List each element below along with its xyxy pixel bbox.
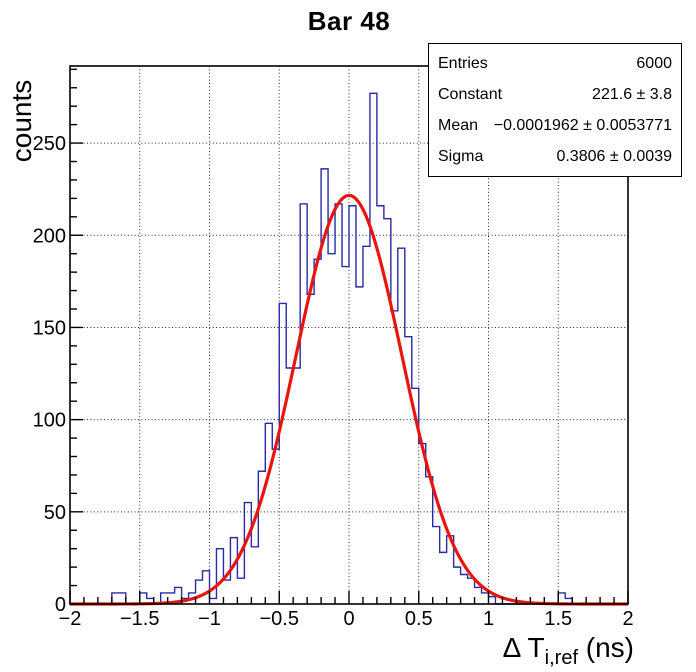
x-tick-label: 1.5 (544, 608, 572, 630)
x-tick-label: 1 (483, 608, 494, 630)
stats-value: 0.3806 ± 0.0039 (556, 148, 672, 165)
stats-value: 221.6 ± 3.8 (592, 86, 672, 103)
histogram-steps (70, 92, 628, 605)
stats-label: Entries (438, 55, 488, 72)
gaussian-fit-curve (69, 193, 629, 606)
x-tick-label: −2 (59, 608, 82, 630)
y-tick-label: 150 (33, 317, 66, 339)
x-tick-label: 0 (343, 608, 354, 630)
stats-value: 6000 (636, 55, 672, 72)
x-axis-title-prefix: Δ T (502, 632, 545, 663)
stats-row-mean: Mean −0.0001962 ± 0.0053771 (438, 111, 672, 141)
x-tick-label: −1 (198, 608, 221, 630)
stats-label: Mean (438, 117, 479, 134)
y-tick-label: 0 (55, 594, 66, 616)
stats-row-entries: Entries 6000 (438, 49, 672, 79)
x-axis-title-subscript: i,ref (544, 647, 578, 669)
x-tick-label: −0.5 (260, 608, 299, 630)
y-axis-title: counts (6, 21, 42, 221)
y-tick-label: 200 (33, 225, 66, 247)
plot-title: Bar 48 (307, 6, 391, 36)
y-tick-label: 50 (44, 502, 66, 524)
x-tick-label: 2 (622, 608, 633, 630)
x-tick-label: −1.5 (120, 608, 159, 630)
stats-row-sigma: Sigma 0.3806 ± 0.0039 (438, 142, 672, 172)
stats-label: Constant (438, 86, 503, 103)
stats-row-constant: Constant 221.6 ± 3.8 (438, 80, 672, 110)
stats-label: Sigma (438, 148, 484, 165)
y-tick-label: 250 (33, 133, 66, 155)
y-axis-title-text: counts (6, 79, 37, 163)
stats-box: Entries 6000 Constant 221.6 ± 3.8 Mean −… (428, 43, 682, 177)
stats-value: −0.0001962 ± 0.0053771 (493, 117, 672, 134)
x-axis-title-suffix: (ns) (578, 632, 634, 663)
y-tick-label: 100 (33, 410, 66, 432)
x-tick-label: 0.5 (405, 608, 433, 630)
x-axis-title: Δ Ti,ref (ns) (503, 632, 634, 670)
